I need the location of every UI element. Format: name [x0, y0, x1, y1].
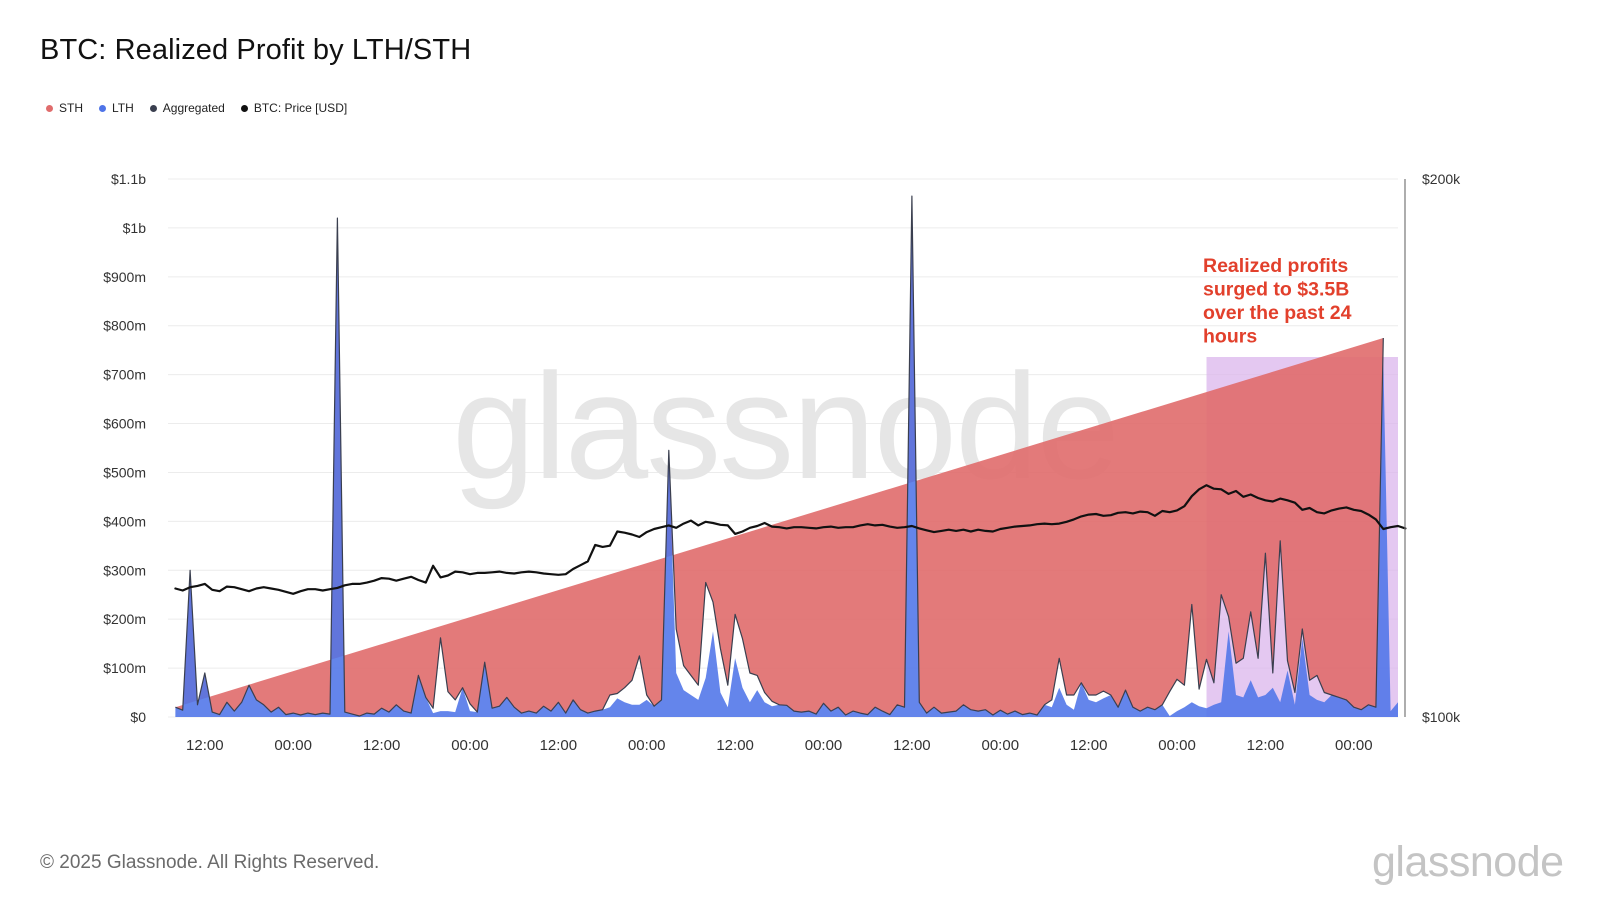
area-layer: [175, 195, 1399, 718]
sth-area: [175, 196, 1384, 717]
annotation-line: Realized profits: [1203, 255, 1348, 277]
legend-dot-lth: [99, 104, 106, 112]
legend-label-lth: LTH: [112, 101, 134, 115]
y-tick-label: $0: [130, 709, 146, 725]
x-tick-label: 12:00: [1247, 737, 1285, 754]
x-tick-label: 00:00: [1158, 737, 1196, 754]
legend-dot-price: [240, 104, 248, 112]
annotation-line: hours: [1203, 326, 1257, 348]
y-tick-label: $1b: [123, 220, 147, 236]
legend-item-price[interactable]: BTC: Price [USD]: [240, 101, 348, 115]
x-tick-label: 00:00: [1335, 737, 1373, 754]
aggregated-line: [175, 195, 1384, 717]
y-tick-label: $400m: [103, 513, 146, 529]
y-tick-label: $1.1b: [111, 171, 146, 187]
legend-dot-sth: [46, 104, 53, 112]
y-tick-label: $700m: [103, 367, 146, 383]
y-tick-label: $300m: [103, 562, 146, 578]
y-tick-label: $600m: [103, 416, 146, 432]
x-tick-label: 12:00: [1070, 737, 1108, 754]
x-tick-label: 00:00: [274, 737, 312, 754]
brand-logo-text: glassnode: [1372, 838, 1564, 886]
legend-label-sth: STH: [59, 101, 83, 115]
legend-item-sth[interactable]: STH: [46, 101, 83, 115]
x-tick-label: 12:00: [893, 737, 931, 754]
x-tick-label: 12:00: [186, 737, 224, 754]
legend-label-price: BTC: Price [USD]: [253, 101, 348, 115]
x-tick-label: 12:00: [363, 737, 401, 754]
annotation-line: over the past 24: [1203, 302, 1352, 324]
axis-layer: $0 $100m $200m $300m $400m $500m $600m $700m $80…: [103, 171, 1461, 754]
price-layer: [174, 484, 1407, 595]
x-tick-label: 00:00: [982, 737, 1020, 754]
legend: STH LTH Aggregated BTC: Price [USD]: [46, 101, 347, 115]
y-tick-label: $200m: [103, 611, 146, 627]
y-tick-label: $100m: [103, 660, 146, 676]
y-tick-label: $800m: [103, 318, 146, 334]
x-tick-label: 12:00: [716, 737, 754, 754]
annotation-line: surged to $3.5B: [1203, 279, 1349, 301]
price-line: [174, 484, 1407, 595]
y-tick-label: $500m: [103, 464, 146, 480]
copyright-text: © 2025 Glassnode. All Rights Reserved.: [40, 852, 380, 873]
x-tick-label: 00:00: [628, 737, 666, 754]
legend-label-aggregated: Aggregated: [162, 101, 225, 115]
y-tick-label: $900m: [103, 269, 146, 285]
legend-dot-aggregated: [149, 104, 157, 112]
legend-item-lth[interactable]: LTH: [99, 101, 134, 115]
right-tick-label: $100k: [1422, 709, 1461, 725]
chart-title: BTC: Realized Profit by LTH/STH: [40, 34, 472, 66]
x-tick-label: 00:00: [451, 737, 489, 754]
right-tick-label: $200k: [1422, 171, 1461, 187]
legend-item-aggregated[interactable]: Aggregated: [149, 101, 225, 115]
x-tick-label: 00:00: [805, 737, 843, 754]
x-tick-label: 12:00: [540, 737, 578, 754]
